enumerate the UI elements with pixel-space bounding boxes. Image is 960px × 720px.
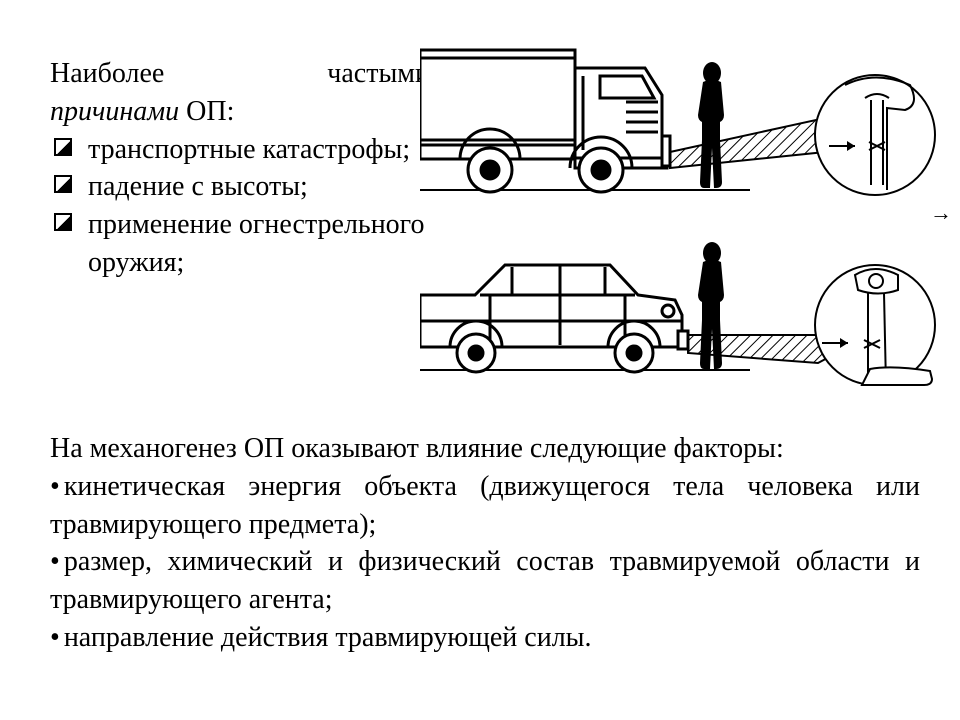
thigh-detail [815, 75, 935, 195]
factors-heading: На механогенез ОП оказывают влияние след… [50, 430, 920, 468]
illustration [430, 55, 930, 282]
factor-item: •кинетическая энергия объекта (движущего… [50, 468, 920, 544]
cause-text: транспортные катастрофы; [88, 134, 410, 165]
truck-scene [420, 50, 850, 192]
factor-text: размер, химический и физический состав т… [50, 546, 920, 615]
car-scene [420, 242, 848, 372]
cause-text: падение с высоты; [88, 171, 308, 202]
intro-rest: ОП: [179, 96, 234, 127]
intro-word-1: Наиболее [50, 55, 164, 93]
cause-item: транспортные катастрофы; [82, 131, 430, 169]
intro-line-1: Наиболее частыми [50, 55, 430, 93]
intro-word-2: частыми [327, 55, 430, 93]
factor-item: •направление действия травмирующей силы. [50, 619, 920, 657]
top-row: Наиболее частыми причинами ОП: транспорт… [50, 55, 930, 282]
arrow-right-icon: → [930, 200, 952, 226]
page: Наиболее частыми причинами ОП: транспорт… [0, 0, 960, 720]
vehicles-diagram-svg [420, 40, 960, 400]
bullet-icon: • [50, 622, 64, 653]
factors-block: На механогенез ОП оказывают влияние след… [50, 430, 920, 657]
factor-item: •размер, химический и физический состав … [50, 543, 920, 619]
causes-list: транспортные катастрофы; падение с высот… [50, 131, 430, 282]
intro-line-2: причинами ОП: [50, 93, 430, 131]
factor-text: направление действия травмирующей силы. [64, 622, 592, 653]
factor-text: кинетическая энергия объекта (движущегос… [50, 471, 920, 540]
bullet-icon: • [50, 546, 64, 577]
cause-item: падение с высоты; [82, 168, 430, 206]
cause-item: применение огнестрельного оружия; [82, 206, 430, 282]
intro-italic: причинами [50, 96, 179, 127]
cause-text: применение огнестрельного оружия; [88, 209, 424, 278]
causes-block: Наиболее частыми причинами ОП: транспорт… [50, 55, 430, 282]
bullet-icon: • [50, 471, 64, 502]
shin-detail [815, 265, 935, 385]
